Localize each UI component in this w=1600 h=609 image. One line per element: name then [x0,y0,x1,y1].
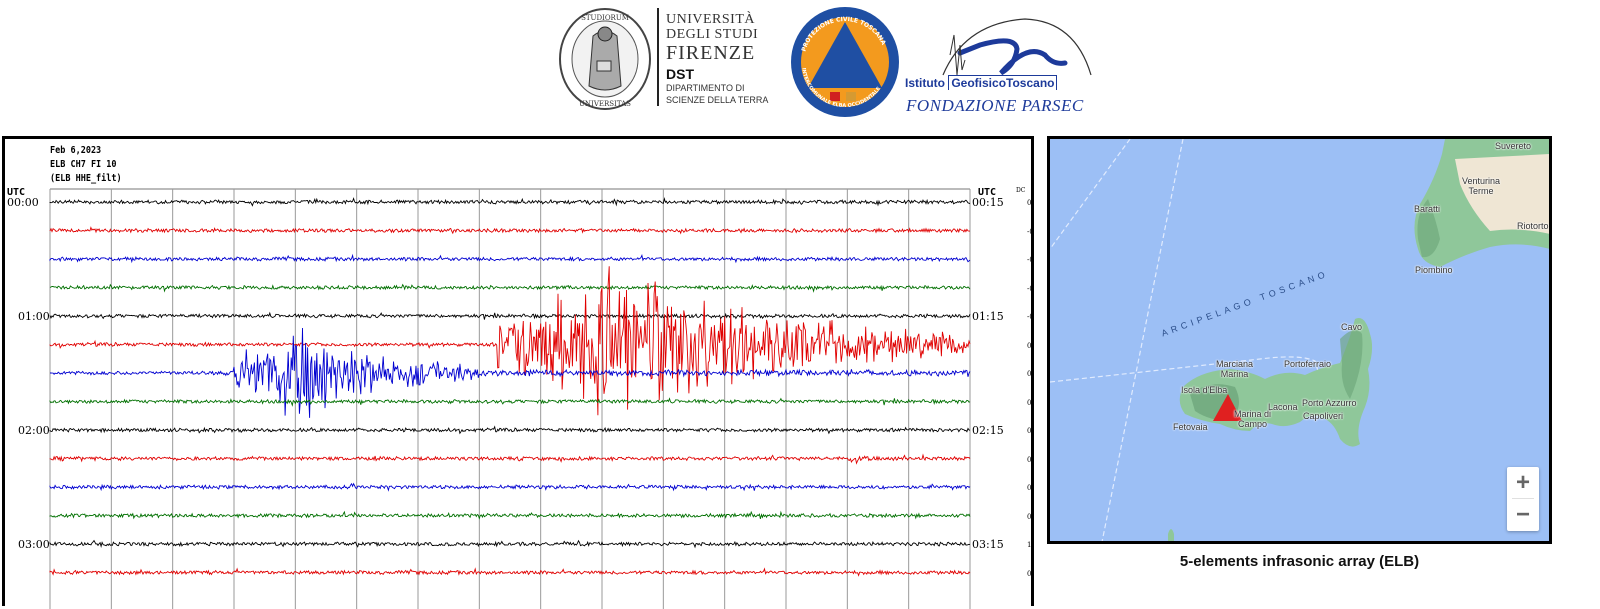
dc-column-title: DC [1016,187,1026,194]
left-time-label: 02:00 [18,424,50,437]
dc-value: 0 [1027,569,1032,578]
dc-value: -0 [1027,313,1034,321]
map-label-capoliveri: Capoliveri [1303,411,1344,421]
helicorder-channel: (ELB HHE_filt) [50,173,122,184]
map-label-baratti: Baratti [1414,204,1441,214]
dc-value: 0 [1027,484,1032,492]
university-line-3: FIRENZE [666,42,756,64]
station-map[interactable]: Suvereto Venturina Terme Baratti Riotort… [1047,136,1552,544]
dc-value: 0 [1027,455,1032,464]
svg-text:STUDIORUM: STUDIORUM [581,14,629,22]
right-time-label: 02:15 [972,424,1004,437]
map-label-venturina: Venturina Terme [1462,176,1501,196]
trace-row [49,482,971,492]
university-name: UNIVERSITÀ DEGLI STUDI FIRENZE DST DIPAR… [666,12,768,106]
trace-row [49,311,971,320]
university-line-1: UNIVERSITÀ [666,12,755,27]
dc-value: 0 [1027,427,1032,435]
helicorder-date: Feb 6,2023 [50,145,102,156]
map-label-cavo: Cavo [1341,322,1363,332]
trace-row [50,327,971,418]
geophysics-institute-logo-icon [942,18,1092,76]
station-marker-icon[interactable] [1213,394,1242,421]
map-label-marciana-marina: Marciana Marina [1216,359,1254,379]
map-zoom-control: + − [1507,467,1539,531]
zoom-out-button[interactable]: − [1515,500,1530,528]
trace-row [49,253,971,264]
map-label-marina-di-campo: Marina di Campo [1234,409,1272,429]
right-axis-title: UTC [978,187,997,198]
dc-value: -0 [1027,227,1034,236]
trace-row [49,283,971,293]
institute-name: Istituto GeofisicoToscano [905,75,1058,90]
map-label-suvereto: Suvereto [1495,141,1532,151]
map-caption: 5-elements infrasonic array (ELB) [1179,553,1420,570]
trace-row [49,397,971,407]
left-axis-title: UTC [7,187,26,198]
helicorder-panel: Feb 6,2023 ELB CH7 FI 10 (ELB HHE_filt) … [2,136,1034,609]
right-time-label: 00:15 [972,196,1004,209]
trace-row [49,226,970,235]
department-code: DST [666,66,694,82]
logo-header: STUDIORUM UNIVERSITAS UNIVERSITÀ DEGLI S… [0,0,1600,125]
left-time-label: 03:00 [18,538,50,551]
dc-value: -0 [1027,256,1034,264]
right-time-label: 03:15 [972,538,1004,551]
map-canvas[interactable] [1050,139,1550,542]
institute-word-1: Istituto [905,76,945,90]
civil-protection-logo-icon: PROTEZIONE CIVILE TOSCANA INTERCOMUNALE … [791,7,899,117]
dc-value: 0 [1027,199,1032,207]
map-label-piombino: Piombino [1415,265,1453,275]
map-label-portoferraio: Portoferraio [1284,359,1332,369]
left-time-label: 00:00 [7,196,39,209]
dc-value: 0 [1027,370,1032,378]
left-time-label: 01:00 [18,310,50,323]
trace-row [49,539,971,549]
department-line-2: SCIENZE DELLA TERRA [666,95,769,105]
trace-row [49,510,971,520]
logo-divider [657,8,659,106]
map-label-porto-azzurro: Porto Azzurro [1302,398,1357,408]
right-time-label: 01:15 [972,310,1004,323]
svg-text:UNIVERSITAS: UNIVERSITAS [579,100,631,108]
dc-value: 0 [1027,512,1032,521]
trace-row [49,266,971,416]
map-label-isola-elba: Isola d'Elba [1181,385,1228,395]
department-line-1: DIPARTIMENTO DI [666,83,745,93]
helicorder-header: Feb 6,2023 ELB CH7 FI 10 (ELB HHE_filt) [50,144,122,186]
dc-value: -0 [1027,284,1034,293]
institute-word-2: GeofisicoToscano [948,75,1058,90]
trace-row [49,197,971,207]
dc-value: 0 [1027,341,1032,350]
helicorder-station: ELB CH7 FI 10 [50,159,117,170]
zoom-in-button[interactable]: + [1515,468,1530,496]
helicorder-plot [49,188,971,609]
university-line-2: DEGLI STUDI [666,27,759,42]
trace-row [49,425,971,435]
university-seal-icon: STUDIORUM UNIVERSITAS [559,8,651,110]
zoom-separator [1512,498,1534,499]
foundation-name: FONDAZIONE PARSEC [906,96,1084,115]
trace-row [49,453,971,465]
dc-value: 1 [1027,541,1032,549]
map-label-riotorto: Riotorto [1517,221,1549,231]
map-label-lacona: Lacona [1268,402,1298,412]
dc-value: 0 [1027,398,1032,407]
map-label-fetovaia: Fetovaia [1173,422,1208,432]
trace-row [49,567,971,577]
